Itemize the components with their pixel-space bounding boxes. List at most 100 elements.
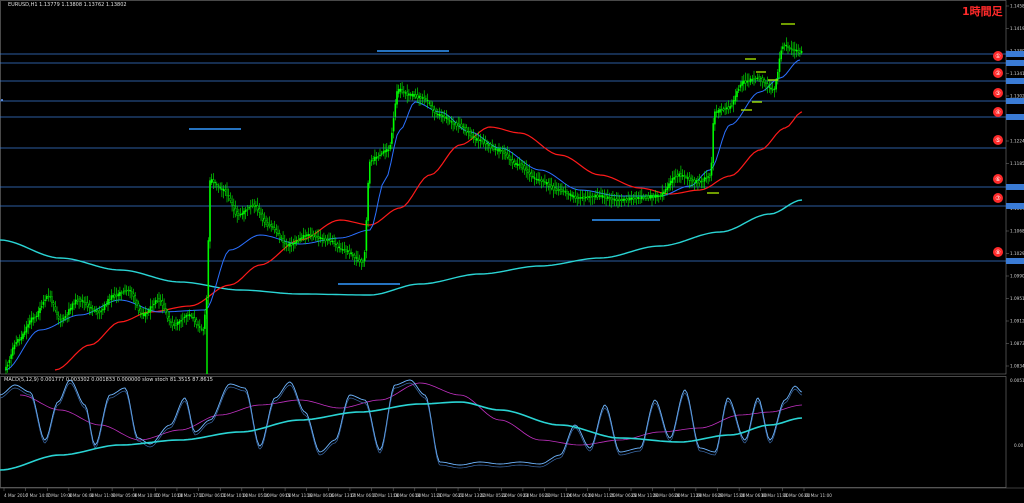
candle-body <box>287 244 290 246</box>
candle-body <box>569 193 572 196</box>
candle-body <box>15 342 18 345</box>
candle-body <box>273 227 276 230</box>
candle-body <box>96 310 99 314</box>
candle-body <box>425 97 427 100</box>
candle-body <box>605 195 607 199</box>
candle-body <box>641 196 643 200</box>
candle-body <box>688 176 691 181</box>
candle-body <box>86 302 89 307</box>
candle-body <box>387 149 390 151</box>
candle-body <box>188 314 191 317</box>
candle-body <box>632 197 635 200</box>
candle-body <box>601 195 604 198</box>
price-level-box <box>1006 114 1024 120</box>
candle-body <box>29 320 31 325</box>
candle-body <box>440 114 443 117</box>
candle-body <box>409 94 412 96</box>
price-axis-label: 1.14195 <box>1010 26 1024 31</box>
time-axis-label: 10 Mar 10:00 <box>155 493 183 498</box>
candle-body <box>346 250 349 252</box>
candle-body <box>505 152 507 156</box>
timeframe-badge: 1時間足 <box>962 5 1003 18</box>
candle-body <box>192 317 194 319</box>
candle-body <box>571 194 573 197</box>
candle-body <box>698 180 701 184</box>
candle-body <box>448 120 451 122</box>
candle-body <box>607 196 609 199</box>
candle-body <box>799 50 801 54</box>
candle-body <box>73 303 75 305</box>
candle-body <box>523 165 526 170</box>
candle-body <box>418 95 420 99</box>
candle-body <box>171 321 174 327</box>
candle-body <box>57 315 60 319</box>
candle-body <box>574 195 577 199</box>
candle-body <box>790 48 793 50</box>
candle-body <box>683 175 686 178</box>
candle-body <box>579 197 582 199</box>
time-axis-label: 10 Mar 17:00 <box>177 493 205 498</box>
candle-body <box>664 189 667 193</box>
candle-body <box>8 359 11 364</box>
candle-body <box>525 167 527 171</box>
candle-body <box>435 112 437 114</box>
candle-body <box>477 138 480 141</box>
candle-body <box>357 257 359 261</box>
candle-body <box>210 179 213 184</box>
candle-body <box>185 314 188 318</box>
candle-body <box>797 49 799 53</box>
price-level-box <box>1006 78 1024 84</box>
candle-body <box>552 185 555 191</box>
candle-body <box>741 81 743 86</box>
candle-body <box>263 218 266 223</box>
candle-body <box>625 198 628 201</box>
candle-body <box>460 123 463 128</box>
candle-body <box>100 310 102 312</box>
candle-body <box>794 49 796 52</box>
candle-body <box>282 238 284 243</box>
candle-body <box>712 123 714 163</box>
candle-body <box>149 306 152 313</box>
candle-body <box>18 339 21 341</box>
oscillator-line-a <box>0 379 803 466</box>
moving-average-fast <box>4 59 801 371</box>
candle-body <box>46 296 48 300</box>
candle-body <box>756 77 759 79</box>
time-axis-label: 14 Mar 05:00 <box>242 493 270 498</box>
candle-body <box>35 315 38 318</box>
candle-body <box>420 96 422 99</box>
candle-body <box>229 197 232 201</box>
candle-body <box>137 303 140 311</box>
candle-body <box>545 182 548 185</box>
candle-body <box>681 175 684 177</box>
candle-body <box>651 194 653 199</box>
candle-body <box>501 150 504 153</box>
candle-body <box>202 329 205 331</box>
price-axis-label: 1.14585 <box>1010 4 1024 9</box>
candle-body <box>554 187 556 191</box>
candle-body <box>556 188 558 192</box>
candle-body <box>710 162 713 176</box>
candle-body <box>141 313 143 315</box>
candle-body <box>83 300 85 304</box>
candle-body <box>593 195 595 198</box>
candle-body <box>221 188 223 190</box>
level-number-marker <box>993 135 1003 145</box>
candle-body <box>620 199 623 201</box>
candle-body <box>289 243 291 247</box>
candle-body <box>629 197 631 201</box>
candle-body <box>176 322 179 326</box>
candle-body <box>703 177 706 182</box>
candle-body <box>403 91 405 93</box>
candle-body <box>800 51 803 53</box>
candle-body <box>74 299 77 305</box>
candle-body <box>423 96 426 100</box>
time-axis-label: 18 Mar 06:00 <box>393 493 421 498</box>
candle-body <box>195 319 198 325</box>
candle-body <box>170 321 172 323</box>
price-axis-label: 1.09905 <box>1010 274 1024 279</box>
candle-body <box>542 180 544 182</box>
candle-body <box>386 149 388 152</box>
